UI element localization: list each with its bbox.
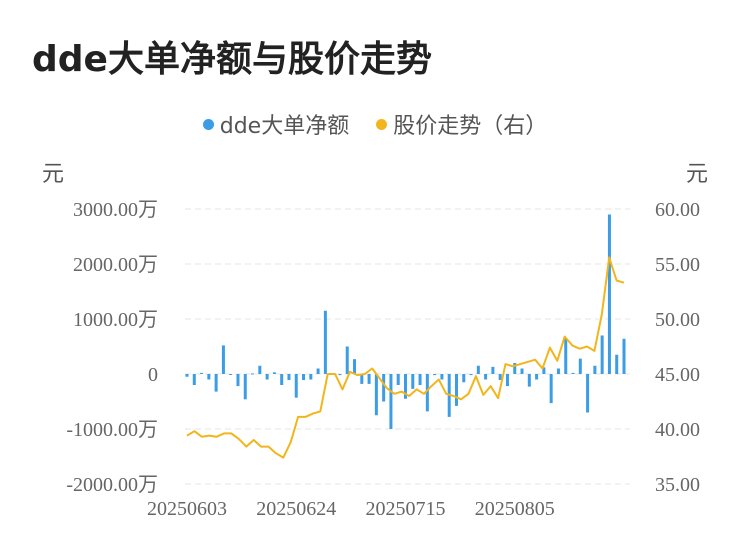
x-tick-label: 20250624 — [256, 498, 336, 520]
dde-bar — [294, 374, 298, 398]
dde-bar — [221, 345, 225, 374]
legend-label-price: 股价走势（右） — [393, 114, 548, 139]
left-tick-label: 2000.00万 — [73, 254, 158, 276]
dde-bar — [549, 374, 553, 404]
x-tick-label: 20250805 — [475, 498, 555, 520]
chart-title: dde大单净额与股价走势 — [32, 39, 432, 80]
x-tick-label: 20250715 — [366, 498, 446, 520]
right-tick-label: 55.00 — [655, 254, 700, 276]
dde-bar — [367, 374, 371, 384]
dde-bar — [622, 338, 626, 374]
dde-bar — [440, 374, 444, 380]
dde-bar — [185, 374, 189, 377]
left-tick-label: -1000.00万 — [66, 419, 158, 441]
dde-bar — [374, 374, 378, 416]
right-tick-label: 35.00 — [655, 474, 700, 496]
dde-bar — [484, 374, 488, 380]
dde-bar — [316, 368, 320, 374]
dde-bar — [309, 374, 313, 380]
legend-item-dde[interactable]: dde大单净额 — [202, 108, 350, 140]
legend-dot-price — [376, 118, 388, 130]
right-tick-label: 60.00 — [655, 199, 700, 221]
dde-bar — [564, 338, 568, 374]
dde-bar — [411, 374, 415, 389]
dde-bar — [513, 363, 517, 374]
dde-bar — [469, 374, 473, 376]
dde-bar — [615, 354, 619, 374]
dde-bar — [382, 374, 386, 402]
dde-bar — [476, 365, 480, 374]
price-line — [186, 256, 625, 459]
dde-bar — [425, 374, 429, 412]
dde-bar — [207, 374, 211, 380]
dde-bar — [236, 374, 240, 387]
dde-bar — [396, 374, 400, 385]
dde-bar — [462, 374, 466, 383]
dde-bar — [542, 367, 546, 374]
dde-bar — [243, 374, 247, 400]
dde-bar — [433, 374, 437, 376]
dde-bar — [454, 374, 458, 406]
dde-bar — [338, 374, 342, 376]
dde-bar — [287, 374, 291, 381]
dde-bar — [345, 346, 349, 374]
dde-bar — [404, 374, 407, 399]
dde-bar — [498, 374, 502, 381]
dde-bar — [535, 374, 539, 380]
dde-bar — [586, 374, 590, 413]
legend: dde大单净额 股价走势（右） — [0, 108, 750, 140]
right-tick-label: 40.00 — [655, 419, 700, 441]
left-tick-label: 0 — [148, 364, 158, 386]
left-tick-label: 1000.00万 — [73, 309, 158, 331]
right-tick-label: 50.00 — [655, 309, 700, 331]
dde-bar — [258, 365, 262, 374]
dde-bar — [491, 366, 495, 374]
dde-bar — [214, 374, 218, 392]
dde-bar — [192, 374, 196, 385]
left-tick-label: 3000.00万 — [73, 199, 158, 221]
dde-bar — [200, 372, 204, 374]
dde-bar — [578, 358, 582, 374]
dde-bar — [571, 372, 575, 374]
dde-bar — [556, 368, 560, 374]
dde-bar — [280, 374, 284, 385]
dde-bar — [302, 374, 306, 381]
right-tick-label: 45.00 — [655, 364, 700, 386]
legend-item-price[interactable]: 股价走势（右） — [376, 108, 547, 140]
x-tick-label: 20250603 — [147, 498, 227, 520]
dde-bar — [520, 368, 524, 374]
left-axis-unit: 元 — [42, 162, 65, 187]
dde-bar — [360, 374, 364, 384]
dde-bar — [272, 372, 276, 374]
left-tick-label: -2000.00万 — [66, 474, 158, 496]
dde-bar — [600, 335, 604, 374]
dde-bar — [353, 359, 357, 374]
dde-bar — [505, 374, 509, 387]
right-axis-unit: 元 — [685, 162, 708, 187]
legend-label-dde: dde大单净额 — [219, 114, 350, 139]
dde-bar — [323, 310, 327, 374]
dde-bar — [527, 374, 531, 387]
dde-bar — [389, 374, 393, 429]
dde-bar — [265, 374, 269, 380]
dde-bar — [251, 373, 255, 375]
dde-bar — [229, 374, 233, 375]
dde-bar — [593, 365, 597, 374]
legend-dot-dde — [202, 118, 214, 130]
dde-bar — [607, 214, 611, 374]
dde-bar — [418, 374, 422, 385]
